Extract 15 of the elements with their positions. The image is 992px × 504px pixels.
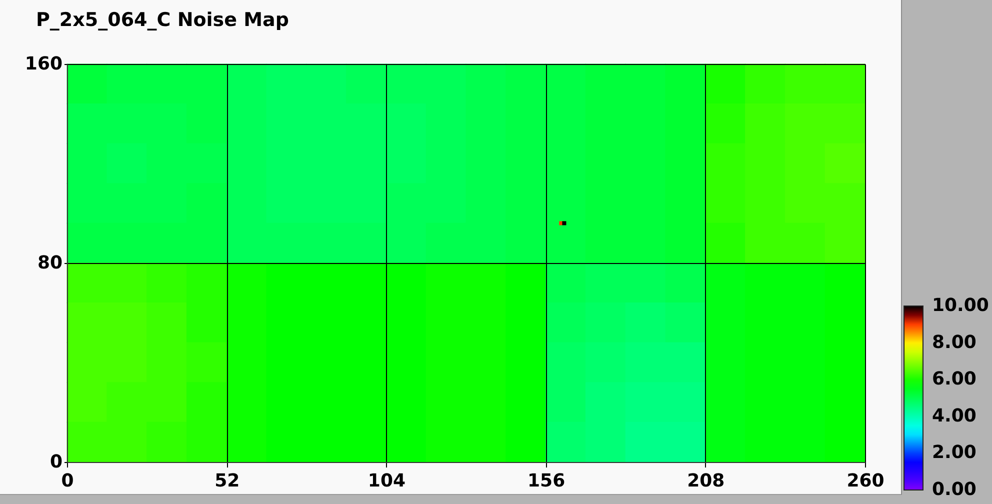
x-tick-label: 156 — [528, 470, 566, 492]
x-tick-label: 52 — [214, 470, 240, 492]
y-tick-label: 0 — [50, 452, 62, 472]
x-tick-label: 208 — [687, 470, 725, 492]
y-tick-label: 80 — [37, 252, 62, 274]
y-tick-label: 160 — [24, 54, 62, 74]
color-bar-label: 0.00 — [932, 479, 976, 500]
color-bar-label: 2.00 — [932, 442, 976, 464]
color-bar-label: 8.00 — [932, 332, 976, 353]
color-bar-label: 6.00 — [932, 368, 976, 390]
color-bar-label: 4.00 — [932, 405, 976, 426]
x-tick-label: 260 — [846, 470, 884, 492]
x-tick-label: 104 — [368, 470, 406, 492]
color-bar-label: 10.00 — [932, 295, 989, 316]
chart-title: P_2x5_064_C Noise Map — [36, 9, 289, 31]
